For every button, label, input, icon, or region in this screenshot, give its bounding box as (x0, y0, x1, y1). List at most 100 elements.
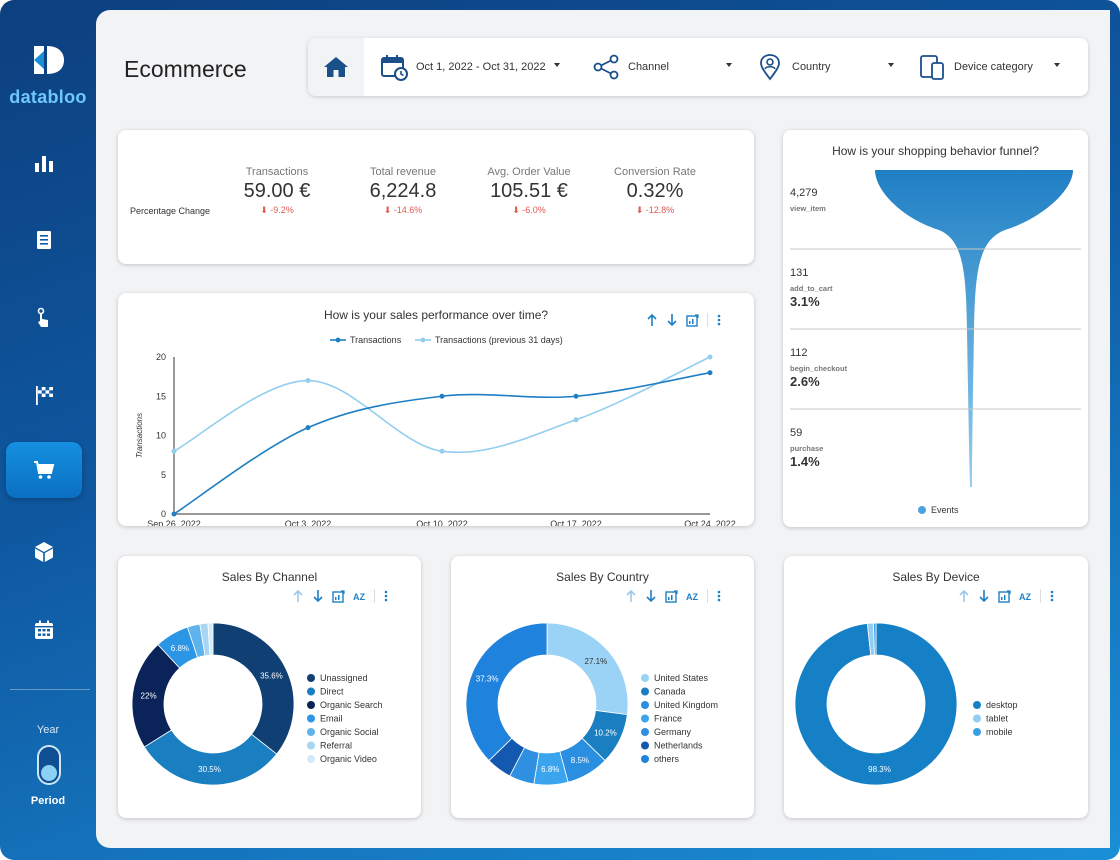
bar-chart-icon (35, 156, 53, 172)
kpi-avg-order-value: Avg. Order Value 105.51 € ⬇ -6.0% (474, 166, 584, 216)
chart-explore-icon[interactable] (686, 313, 699, 327)
sort-alphabetical-icon[interactable]: AZ (1019, 590, 1032, 603)
sidebar-item-reports[interactable] (6, 212, 82, 268)
channel-filter[interactable]: Channel (592, 38, 732, 96)
kpi-card: Percentage Change Transactions 59.00 € ⬇… (118, 130, 754, 264)
legend-marker (973, 714, 981, 723)
data-point (305, 425, 311, 431)
pie-slice-organic-video (207, 622, 214, 656)
funnel-card: How is your shopping behavior funnel? 4,2… (783, 130, 1088, 527)
home-button[interactable] (308, 38, 364, 96)
sort-ascending-icon[interactable] (625, 589, 637, 603)
sidebar-item-goals[interactable] (6, 367, 82, 423)
legend-label: Events (931, 505, 959, 515)
sales-by-device-card: Sales By Device AZ 98.3% desktop tablet mob… (784, 556, 1088, 818)
sort-alphabetical-icon[interactable]: AZ (686, 590, 699, 603)
legend-marker (307, 714, 315, 723)
svg-text:AZ: AZ (1019, 592, 1031, 602)
sidebar-item-overview[interactable] (6, 135, 82, 191)
brand-logo: databloo (0, 40, 96, 108)
more-vertical-icon[interactable] (716, 313, 722, 327)
legend-marker (307, 755, 315, 763)
year-period-toggle[interactable] (37, 745, 61, 785)
legend-label: desktop (986, 700, 1018, 710)
series-line-transactions-previous (173, 356, 711, 454)
page-title: Ecommerce (124, 56, 247, 82)
toolbar-separator (707, 313, 708, 327)
chart-toolbar (646, 313, 722, 327)
slice-label: 35.6% (260, 672, 283, 681)
pie-slice-mobile (873, 622, 877, 656)
legend-marker (307, 728, 315, 736)
device-filter[interactable]: Device category (918, 38, 1060, 96)
sidebar-item-calendar[interactable] (6, 602, 82, 658)
y-tick-label: 15 (156, 391, 166, 401)
legend-marker (641, 741, 649, 750)
funnel-stage-count: 112 (790, 347, 808, 359)
package-icon (35, 542, 53, 562)
kpi-row-label: Percentage Change (130, 206, 211, 216)
y-tick-label: 20 (156, 352, 166, 362)
legend-label: Email (320, 714, 343, 724)
data-point (439, 393, 445, 399)
donut-chart: 35.6% 30.5% 22% 6.8% Unassigned Direct Organic… (131, 622, 383, 786)
slice-label: 10.2% (594, 728, 617, 737)
legend-label: Germany (654, 727, 692, 737)
legend-label: Netherlands (654, 741, 703, 751)
legend-label: Transactions (previous 31 days) (435, 335, 563, 345)
sort-descending-icon[interactable] (978, 589, 990, 603)
data-point (305, 378, 311, 384)
chart-explore-icon[interactable] (332, 589, 345, 603)
funnel-stage-name: purchase (790, 444, 823, 453)
legend-label: Canada (654, 687, 686, 697)
checkered-flag-icon (36, 386, 53, 405)
funnel-stage-name: begin_checkout (790, 364, 848, 373)
sidebar-item-products[interactable] (6, 524, 82, 580)
slice-label: 30.5% (198, 765, 221, 774)
slice-label: 37.3% (476, 675, 499, 684)
legend-marker (307, 701, 315, 709)
funnel-stage-count: 131 (790, 267, 808, 279)
data-point (707, 354, 713, 360)
chart-toolbar: AZ (292, 589, 389, 603)
date-range-filter[interactable]: Oct 1, 2022 - Oct 31, 2022 (380, 38, 560, 96)
country-filter[interactable]: Country (756, 38, 894, 96)
sort-ascending-icon[interactable] (958, 589, 970, 603)
legend-marker (420, 337, 426, 343)
donut-chart: 98.3% desktop tablet mobile (794, 622, 1018, 786)
kpi-change: ⬇ -9.2% (260, 205, 294, 215)
sort-ascending-icon[interactable] (292, 589, 304, 603)
toggle-label-period: Period (30, 795, 66, 807)
sort-descending-icon[interactable] (645, 589, 657, 603)
sort-alphabetical-icon[interactable]: AZ (353, 590, 366, 603)
sort-descending-icon[interactable] (312, 589, 324, 603)
legend-marker (307, 674, 315, 682)
chart-explore-icon[interactable] (998, 589, 1011, 603)
kpi-change: ⬇ -12.8% (635, 205, 675, 215)
y-axis-title: Transactions (135, 413, 144, 458)
sort-descending-icon[interactable] (666, 313, 678, 327)
more-vertical-icon[interactable] (383, 589, 389, 603)
sidebar-item-engagement[interactable] (6, 290, 82, 346)
legend-label: others (654, 754, 680, 764)
chart-title: Sales By Country (556, 570, 649, 584)
more-vertical-icon[interactable] (716, 589, 722, 603)
more-vertical-icon[interactable] (1049, 589, 1055, 603)
calendar-clock-icon (381, 55, 408, 81)
sidebar-item-ecommerce[interactable] (6, 442, 82, 498)
location-pin-icon (760, 54, 780, 81)
y-tick-label: 10 (156, 431, 166, 441)
legend-label: Organic Video (320, 754, 377, 764)
chart-explore-icon[interactable] (665, 589, 678, 603)
calendar-icon (35, 620, 53, 639)
data-point (171, 448, 177, 454)
toggle-label-year: Year (36, 724, 60, 736)
sort-ascending-icon[interactable] (646, 313, 658, 327)
channel-filter-label: Channel (628, 61, 669, 73)
legend-marker (918, 506, 926, 514)
x-tick-label: Oct 10, 2022 (416, 519, 468, 526)
pie-slice-direct (143, 729, 278, 786)
data-point (707, 370, 713, 376)
chevron-down-icon (726, 63, 732, 67)
